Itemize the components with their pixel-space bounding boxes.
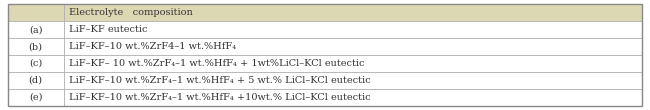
Bar: [8, 55, 64, 72]
Text: (d): (d): [29, 76, 43, 85]
Bar: [8, 21, 64, 38]
Text: LiF–KF–10 wt.%ZrF4–1 wt.%HfF₄: LiF–KF–10 wt.%ZrF4–1 wt.%HfF₄: [69, 42, 236, 51]
Text: LiF–KF– 10 wt.%ZrF₄–1 wt.%HfF₄ + 1wt%LiCl–KCl eutectic: LiF–KF– 10 wt.%ZrF₄–1 wt.%HfF₄ + 1wt%LiC…: [69, 59, 365, 68]
Bar: [8, 72, 64, 89]
Bar: [8, 38, 64, 55]
Text: LiF–KF eutectic: LiF–KF eutectic: [69, 25, 148, 34]
Text: (e): (e): [29, 93, 42, 102]
Bar: [64, 89, 642, 106]
Text: (a): (a): [29, 25, 42, 34]
Bar: [64, 21, 642, 38]
Bar: [64, 55, 642, 72]
Bar: [64, 72, 642, 89]
Bar: [64, 38, 642, 55]
Bar: [8, 89, 64, 106]
Text: Electrolyte   composition: Electrolyte composition: [69, 8, 192, 17]
Text: LiF–KF–10 wt.%ZrF₄–1 wt.%HfF₄ + 5 wt.% LiCl–KCl eutectic: LiF–KF–10 wt.%ZrF₄–1 wt.%HfF₄ + 5 wt.% L…: [69, 76, 370, 85]
Text: (b): (b): [29, 42, 43, 51]
Bar: [8, 4, 64, 21]
Text: LiF–KF–10 wt.%ZrF₄–1 wt.%HfF₄ +10wt.% LiCl–KCl eutectic: LiF–KF–10 wt.%ZrF₄–1 wt.%HfF₄ +10wt.% Li…: [69, 93, 370, 102]
Text: (c): (c): [29, 59, 42, 68]
Bar: [64, 4, 642, 21]
